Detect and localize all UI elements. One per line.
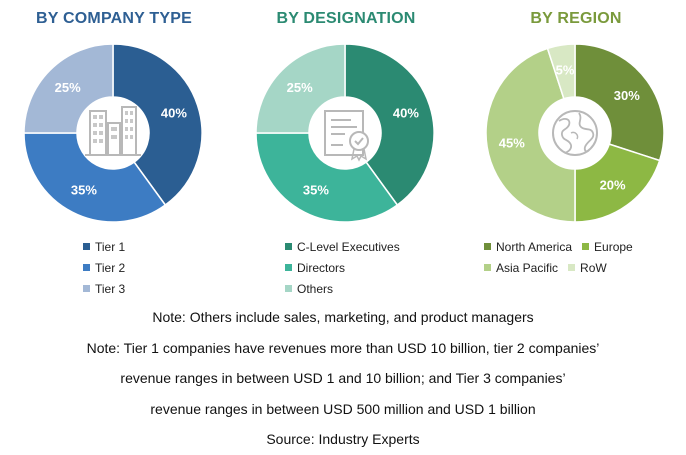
legend-swatch xyxy=(582,243,590,250)
certificate-icon xyxy=(324,110,369,162)
note-line: revenue ranges in between USD 1 and 10 b… xyxy=(120,370,566,386)
chart-legend: Tier 1 Tier 2 Tier 3 xyxy=(83,236,125,299)
legend-label: RoW xyxy=(580,260,607,275)
legend-swatch xyxy=(484,243,491,250)
slice-label: 30% xyxy=(614,88,640,103)
legend-label: Tier 3 xyxy=(95,281,126,296)
slice-label: 5% xyxy=(556,62,575,77)
region-chart: BY REGION 30% 20% 45% 5% North America Europ… xyxy=(462,0,686,300)
slice-label: 20% xyxy=(600,177,626,192)
legend-swatch xyxy=(484,264,491,271)
globe-icon xyxy=(552,110,598,156)
legend-item: Directors xyxy=(285,257,400,278)
legend-label: North America xyxy=(496,239,573,254)
company-type-chart: BY COMPANY TYPE 40% 35% 25% Tier 1 Tier 2 Ti… xyxy=(0,0,228,300)
slice-label: 40% xyxy=(393,106,419,121)
slice-label: 25% xyxy=(55,80,81,95)
legend-item: Others xyxy=(285,278,400,299)
chart-title: BY REGION xyxy=(530,10,622,27)
legend-label: Tier 2 xyxy=(95,260,126,275)
pie-slice-4 xyxy=(546,43,576,100)
chart-title: BY COMPANY TYPE xyxy=(36,10,192,27)
legend-swatch xyxy=(285,243,292,250)
legend-label: Asia Pacific xyxy=(496,260,559,275)
legend-swatch xyxy=(83,264,90,271)
slice-label: 25% xyxy=(287,80,313,95)
pie-slice-2 xyxy=(23,132,167,223)
donut-chart: 40% 35% 25% xyxy=(255,43,435,223)
legend-swatch xyxy=(568,264,576,271)
designation-chart: BY DESIGNATION 40% 35% 25% C-Level Executi… xyxy=(232,0,460,300)
pie-slice-3 xyxy=(485,47,576,223)
office-buildings-icon xyxy=(85,106,141,156)
legend-swatch xyxy=(285,285,292,292)
legend-label: C-Level Executives xyxy=(297,239,400,254)
note-line: Note: Tier 1 companies have revenues mor… xyxy=(86,339,600,356)
note-line: Note: Others include sales, marketing, a… xyxy=(152,309,534,325)
donut-chart: 30% 20% 45% 5% xyxy=(485,43,665,223)
legend-item: Europe xyxy=(582,236,633,257)
slice-label: 40% xyxy=(161,106,187,121)
slice-label: 35% xyxy=(303,183,329,198)
legend-label: Europe xyxy=(594,239,633,254)
source-line: Source: Industry Experts xyxy=(266,431,420,447)
legend-item: Asia Pacific xyxy=(484,257,558,278)
pie-slice-1 xyxy=(574,43,665,162)
chart-legend: North America Europe Asia Pacific RoW xyxy=(484,236,684,278)
pie-slice-3 xyxy=(255,43,346,134)
pie-slice-3 xyxy=(23,43,114,134)
pie-slice-1 xyxy=(344,43,435,207)
chart-title: BY DESIGNATION xyxy=(276,10,416,27)
legend-swatch xyxy=(83,285,90,292)
legend-label: Tier 1 xyxy=(95,239,126,254)
legend-swatch xyxy=(83,243,90,250)
donut-chart: 40% 35% 25% xyxy=(23,43,203,223)
legend-label: Directors xyxy=(297,260,346,275)
legend-swatch xyxy=(285,264,292,271)
legend-label: Others xyxy=(297,281,334,296)
pie-slice-2 xyxy=(255,132,399,223)
legend-item: Tier 2 xyxy=(83,257,125,278)
legend-item: Tier 3 xyxy=(83,278,125,299)
legend-item: C-Level Executives xyxy=(285,236,400,257)
pie-slice-1 xyxy=(112,43,203,207)
chart-legend: C-Level Executives Directors Others xyxy=(285,236,400,299)
legend-item: RoW xyxy=(568,257,607,278)
pie-slice-2 xyxy=(574,143,661,223)
slice-label: 35% xyxy=(71,183,97,198)
note-line: revenue ranges in between USD 500 millio… xyxy=(150,400,536,417)
legend-item: Tier 1 xyxy=(83,236,125,257)
legend-item: North America xyxy=(484,236,572,257)
notes-block: Note: Others include sales, marketing, a… xyxy=(0,302,686,455)
slice-label: 45% xyxy=(499,136,525,151)
